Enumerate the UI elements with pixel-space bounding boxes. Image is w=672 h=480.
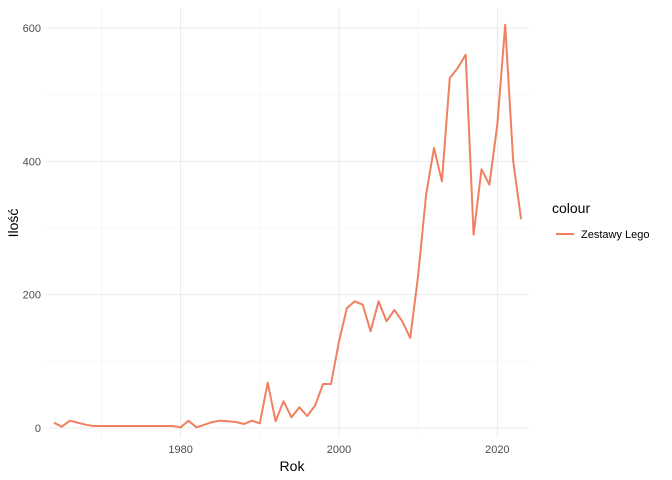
y-tick-labels: 0 200 400 600: [23, 23, 41, 435]
x-axis-title: Rok: [280, 458, 306, 474]
x-tick-label: 1980: [168, 444, 192, 456]
x-tick-labels: 1980 2000 2020: [168, 444, 509, 456]
y-axis-title: Ilość: [5, 209, 21, 238]
y-tick-label: 0: [35, 423, 41, 435]
legend-label-zestawy-lego: Zestawy Lego: [581, 229, 649, 241]
plot-series: [53, 23, 523, 429]
y-tick-label: 600: [23, 23, 41, 35]
legend: colour Zestawy Lego: [552, 200, 649, 241]
grid-lines: [46, 8, 529, 438]
x-tick-label: 2020: [485, 444, 509, 456]
x-tick-label: 2000: [327, 444, 351, 456]
y-tick-label: 200: [23, 290, 41, 302]
y-tick-label: 400: [23, 156, 41, 168]
series-line-zestawy-lego: [53, 23, 523, 429]
legend-title: colour: [552, 200, 590, 216]
